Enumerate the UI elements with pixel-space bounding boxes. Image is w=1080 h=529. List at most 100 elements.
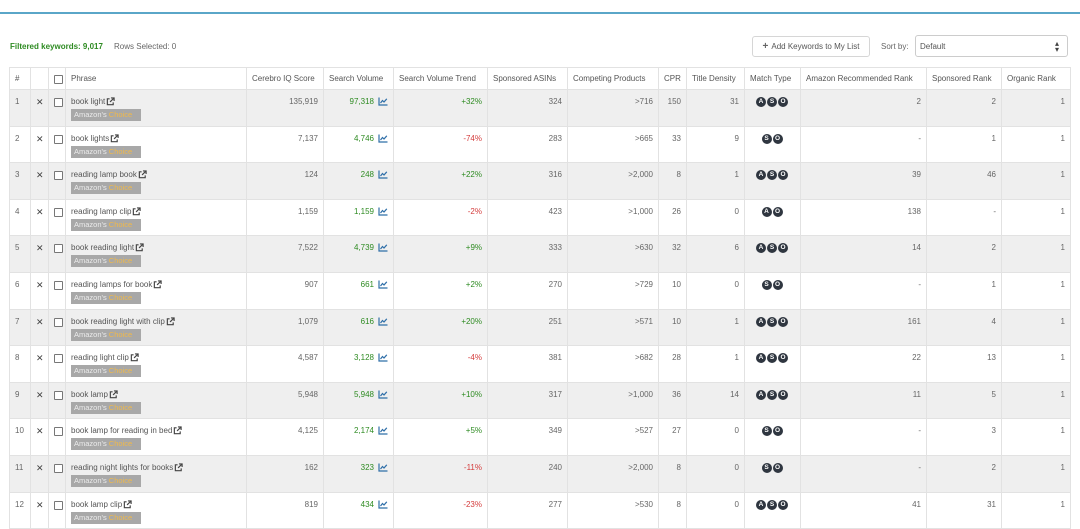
external-link-icon[interactable] <box>135 243 144 252</box>
line-chart-icon[interactable] <box>378 280 388 289</box>
phrase-link[interactable]: book lights <box>71 133 110 143</box>
line-chart-icon[interactable] <box>378 463 388 472</box>
sponsored-asins: 251 <box>487 308 568 347</box>
x-icon[interactable]: ✕ <box>36 389 44 400</box>
add-keywords-button[interactable]: + Add Keywords to My List <box>752 36 870 57</box>
table-toolbar: Filtered keywords: 9,017 Rows Selected: … <box>0 34 1080 60</box>
sponsored-rank: 2 <box>926 454 1002 493</box>
sponsored-rank: 13 <box>926 345 1002 383</box>
sort-caret-icon: ▴ ▾ <box>1054 39 1059 54</box>
x-icon[interactable]: ✕ <box>36 279 44 290</box>
external-link-icon[interactable] <box>106 97 115 106</box>
row-checkbox[interactable] <box>54 390 63 400</box>
x-icon[interactable]: ✕ <box>36 206 44 217</box>
search-volume-value: 434 <box>360 499 374 509</box>
select-all-checkbox[interactable] <box>54 74 63 84</box>
table-row: 12 ✕ book lamp clip Amazon's Choice 819 434 -2… <box>9 491 1071 529</box>
amazons-choice-badge: Amazon's Choice <box>71 182 141 195</box>
phrase-link[interactable]: reading lamps for book <box>71 279 153 289</box>
filtered-keywords-count: Filtered keywords: 9,017 <box>10 42 103 51</box>
table-row: 6 ✕ reading lamps for book Amazon's Choice 9… <box>9 271 1071 310</box>
line-chart-icon[interactable] <box>378 243 388 252</box>
checkbox-cell <box>48 491 66 529</box>
line-chart-icon[interactable] <box>378 500 388 509</box>
column-header: Sponsored Rank <box>926 67 1002 90</box>
line-chart-icon[interactable] <box>378 97 388 106</box>
x-icon[interactable]: ✕ <box>36 499 44 510</box>
row-number: 1 <box>9 89 31 127</box>
row-checkbox[interactable] <box>54 500 63 510</box>
competing-products: >527 <box>567 418 659 456</box>
external-link-icon[interactable] <box>174 463 183 472</box>
badge-suffix: Choice <box>108 439 133 449</box>
table-row: 11 ✕ reading night lights for books Amazon'… <box>9 454 1071 493</box>
row-checkbox[interactable] <box>54 317 63 327</box>
phrase-link[interactable]: book lamp clip <box>71 499 123 509</box>
column-header[interactable] <box>48 67 66 90</box>
phrase-link[interactable]: reading lamp clip <box>71 206 132 216</box>
row-checkbox[interactable] <box>54 134 63 144</box>
x-icon[interactable]: ✕ <box>36 133 44 144</box>
phrase-link[interactable]: book lamp for reading in bed <box>71 426 173 436</box>
row-checkbox[interactable] <box>54 463 63 473</box>
phrase-link[interactable]: reading light clip <box>71 353 129 363</box>
row-checkbox[interactable] <box>54 98 63 107</box>
search-volume: 1,159 <box>323 198 394 237</box>
match-type-badge: A <box>756 389 766 400</box>
phrase-link[interactable]: book lamp <box>71 389 108 399</box>
phrase-cell: book lamp for reading in bed Amazon's Cho… <box>65 418 247 456</box>
phrase-link[interactable]: book light <box>71 97 106 106</box>
phrase-link[interactable]: reading night lights for books <box>71 462 174 472</box>
amazons-choice-badge: Amazon's Choice <box>71 511 141 524</box>
phrase-link[interactable]: book reading light with clip <box>71 316 165 326</box>
sort-by-select[interactable]: Default ▴ ▾ <box>915 35 1068 57</box>
line-chart-icon[interactable] <box>378 317 388 326</box>
external-link-icon[interactable] <box>109 390 118 399</box>
match-type-badge: O <box>778 170 788 181</box>
external-link-icon[interactable] <box>153 280 163 289</box>
external-link-icon[interactable] <box>138 170 147 179</box>
x-icon[interactable]: ✕ <box>36 243 44 254</box>
row-checkbox[interactable] <box>54 354 63 364</box>
x-icon[interactable]: ✕ <box>36 353 44 364</box>
phrase-link[interactable]: reading lamp book <box>71 170 137 180</box>
external-link-icon[interactable] <box>110 133 119 143</box>
line-chart-icon[interactable] <box>378 426 388 435</box>
phrase-link[interactable]: book reading light <box>71 243 135 253</box>
row-checkbox[interactable] <box>54 171 63 181</box>
external-link-icon[interactable] <box>123 499 132 509</box>
line-chart-icon[interactable] <box>378 353 388 362</box>
row-checkbox[interactable] <box>54 427 63 437</box>
cerebro-iq-score: 819 <box>246 491 324 529</box>
line-chart-icon[interactable] <box>378 390 388 399</box>
x-icon[interactable]: ✕ <box>36 462 44 473</box>
x-icon[interactable]: ✕ <box>36 97 44 107</box>
title-density: 31 <box>686 89 745 127</box>
x-icon[interactable]: ✕ <box>36 170 44 181</box>
amazon-recommended-rank: 14 <box>800 235 927 273</box>
line-chart-icon[interactable] <box>378 134 388 143</box>
search-volume-value: 5,948 <box>353 389 374 399</box>
badge-prefix: Amazon's <box>74 183 107 193</box>
add-keywords-label: Add Keywords to My List <box>771 42 860 51</box>
line-chart-icon[interactable] <box>378 170 388 179</box>
line-chart-icon[interactable] <box>378 207 388 216</box>
external-link-icon[interactable] <box>166 316 175 326</box>
x-icon[interactable]: ✕ <box>36 316 44 327</box>
external-link-icon[interactable] <box>173 426 183 435</box>
phrase-cell: reading lamp book Amazon's Choice <box>65 162 247 200</box>
match-type-badge: O <box>772 426 783 437</box>
x-icon[interactable]: ✕ <box>36 426 44 437</box>
external-link-icon[interactable] <box>130 353 139 362</box>
phrase-cell: book reading light Amazon's Choice <box>65 235 247 273</box>
row-checkbox[interactable] <box>54 207 63 217</box>
amazon-recommended-rank: 39 <box>800 162 927 200</box>
row-checkbox[interactable] <box>54 244 63 254</box>
search-volume-value: 4,739 <box>353 243 374 253</box>
row-checkbox[interactable] <box>54 280 63 290</box>
amazon-recommended-rank: 161 <box>800 308 927 347</box>
organic-rank: 1 <box>1001 418 1071 456</box>
external-link-icon[interactable] <box>132 207 142 216</box>
